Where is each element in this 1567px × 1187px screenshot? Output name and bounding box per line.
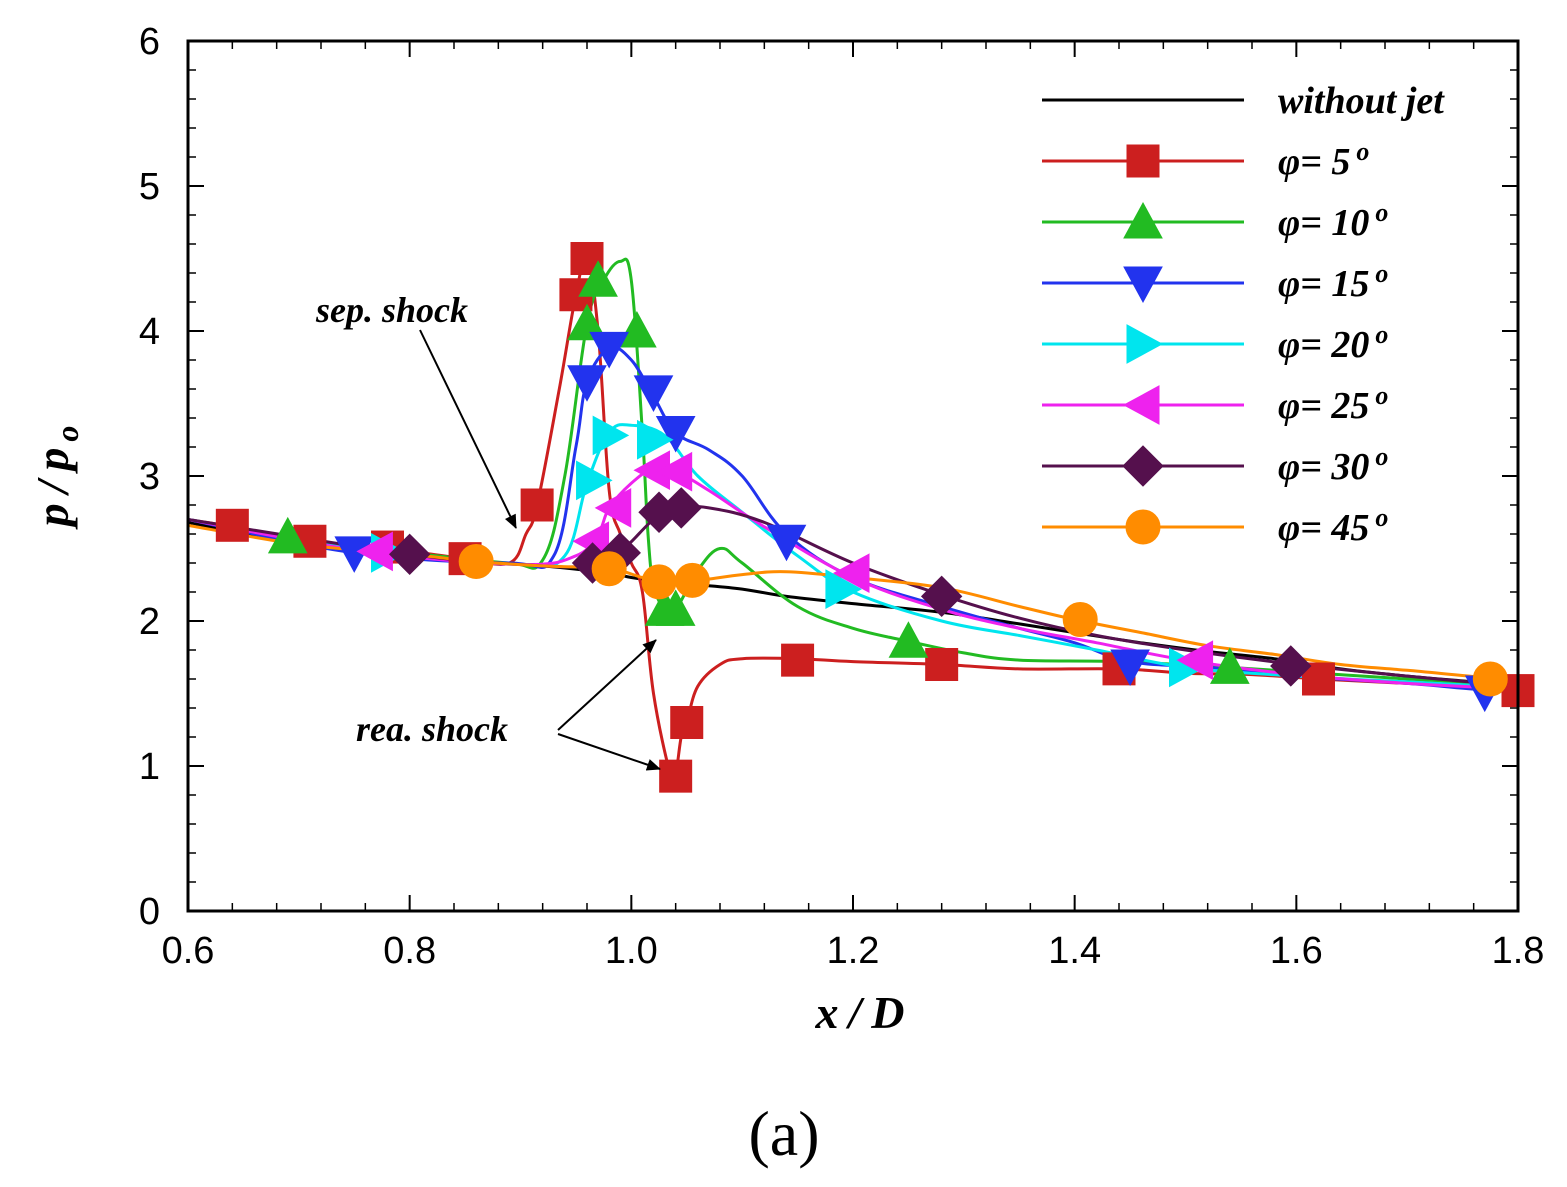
legend-entry: φ= 10 o bbox=[1042, 198, 1388, 244]
x-tick-label: 0.8 bbox=[383, 930, 436, 972]
series-5-point bbox=[655, 451, 693, 492]
x-axis-title: x / D bbox=[814, 987, 904, 1038]
series-1-point bbox=[781, 643, 815, 677]
series-1-point bbox=[670, 706, 704, 739]
legend: without jet φ= 5 o φ= 10 o φ= 15 o φ= 20 o φ= 25 o… bbox=[1042, 80, 1445, 549]
legend-marker bbox=[1126, 324, 1164, 364]
svg-text:x/D: x / D bbox=[814, 987, 904, 1038]
x-tick-label: 1.6 bbox=[1270, 930, 1323, 972]
legend-marker bbox=[1123, 266, 1163, 304]
series-4-point bbox=[825, 569, 862, 609]
series-5-line bbox=[188, 466, 1518, 691]
series-7-point bbox=[641, 564, 677, 600]
y-tick-label: 6 bbox=[139, 21, 160, 63]
x-tick-label: 1.2 bbox=[827, 930, 880, 972]
y-tick-label: 1 bbox=[139, 746, 160, 788]
y-tick-label: 0 bbox=[139, 891, 160, 933]
series-5-point bbox=[1176, 640, 1214, 680]
annotation-sep-shock: sep. shock bbox=[315, 290, 517, 529]
rea-shock-arrow-lower bbox=[557, 733, 661, 771]
tick-labels: 0.6 0.8 1.0 1.2 1.4 1.6 1.8 0 1 2 3 4 5 6 bbox=[139, 21, 1545, 972]
series-1-point bbox=[215, 508, 249, 542]
legend-marker bbox=[1122, 385, 1160, 425]
sep-shock-arrow bbox=[419, 329, 517, 529]
annotation-rea-shock-label: rea. shock bbox=[356, 709, 508, 749]
series-5-point bbox=[832, 553, 870, 593]
legend-label: φ= 30 o bbox=[1278, 442, 1388, 488]
series-1-point bbox=[925, 648, 959, 681]
series-7-point bbox=[458, 544, 494, 580]
legend-entry: without jet bbox=[1042, 80, 1445, 122]
series-2-point bbox=[567, 303, 607, 341]
svg-text:p/po: p/po bbox=[27, 426, 85, 531]
series-2-point bbox=[1209, 647, 1250, 684]
legend-entry: φ= 25 o bbox=[1042, 381, 1388, 427]
series-6-point bbox=[920, 575, 963, 618]
x-tick-label: 1.4 bbox=[1048, 930, 1101, 972]
series-2-point bbox=[578, 260, 618, 297]
legend-marker bbox=[1123, 201, 1163, 239]
series-6-point bbox=[388, 533, 431, 576]
rea-shock-arrow-upper bbox=[557, 639, 657, 731]
legend-marker bbox=[1126, 144, 1160, 178]
y-axis-title: p/po bbox=[27, 426, 85, 531]
legend-marker bbox=[1122, 445, 1164, 487]
legend-label: φ= 25 o bbox=[1278, 381, 1388, 427]
series-3-point bbox=[589, 331, 630, 369]
series-7-point bbox=[1062, 602, 1098, 638]
series-5-point bbox=[594, 488, 632, 528]
panel-label: (a) bbox=[748, 1098, 819, 1169]
legend-entry: φ= 30 o bbox=[1042, 442, 1388, 488]
series-3-point bbox=[633, 375, 674, 412]
x-tick-label: 0.6 bbox=[162, 930, 215, 972]
x-tick-label: 1.0 bbox=[605, 930, 658, 972]
series-1-point bbox=[570, 242, 604, 275]
series-2-point bbox=[267, 516, 308, 554]
plot-frame bbox=[186, 39, 1520, 913]
series-2-point bbox=[888, 621, 929, 658]
series-1-point bbox=[520, 488, 554, 522]
y-tick-label: 3 bbox=[139, 456, 160, 498]
series-7-point bbox=[674, 562, 710, 598]
annotation-sep-shock-label: sep. shock bbox=[315, 290, 468, 330]
series-7-point bbox=[591, 551, 627, 587]
series-2-point bbox=[655, 589, 696, 626]
legend-entry: φ= 15 o bbox=[1042, 259, 1388, 305]
legend-label: φ= 15 o bbox=[1278, 259, 1388, 305]
series-4-point bbox=[637, 419, 674, 460]
series-3-point bbox=[766, 524, 807, 562]
y-tick-label: 2 bbox=[139, 601, 160, 643]
legend-label: φ= 45 o bbox=[1278, 503, 1388, 549]
series-6-point bbox=[1270, 645, 1312, 687]
y-tick-label: 4 bbox=[139, 311, 160, 353]
series-4-point bbox=[592, 415, 630, 456]
series-2-point bbox=[617, 310, 657, 348]
series-6-point bbox=[660, 487, 702, 529]
series-4-point bbox=[576, 460, 613, 501]
legend-entry: φ= 45 o bbox=[1042, 503, 1388, 549]
series-1-point bbox=[659, 759, 693, 793]
legend-label: φ= 10 o bbox=[1278, 198, 1388, 244]
series-3-point bbox=[567, 365, 607, 402]
legend-entry: φ= 20 o bbox=[1042, 320, 1388, 366]
legend-label: φ= 20 o bbox=[1278, 320, 1388, 366]
series-7-point bbox=[1472, 661, 1508, 697]
legend-label: without jet bbox=[1278, 80, 1445, 122]
markers-group bbox=[215, 242, 1535, 793]
annotation-rea-shock: rea. shock bbox=[356, 639, 661, 771]
series-3-point bbox=[655, 416, 696, 453]
legend-marker bbox=[1125, 509, 1161, 545]
x-tick-label: 1.8 bbox=[1492, 930, 1545, 972]
series-3-point bbox=[1110, 649, 1150, 686]
y-tick-label: 5 bbox=[139, 166, 160, 208]
